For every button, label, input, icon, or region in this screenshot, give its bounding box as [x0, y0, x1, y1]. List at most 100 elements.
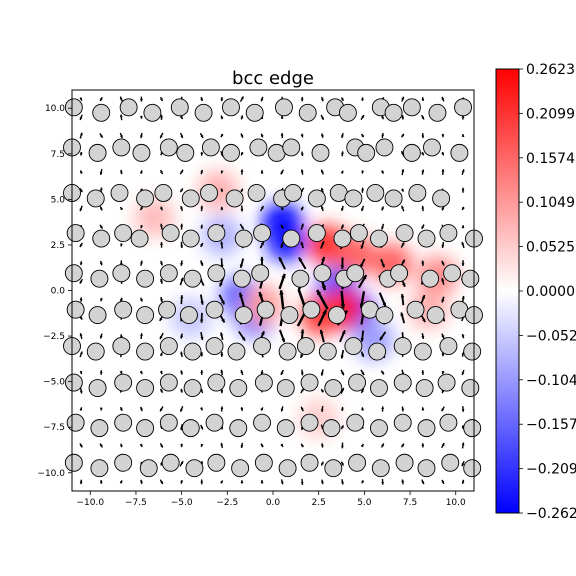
arrow-head: [379, 336, 383, 341]
arrow-head: [280, 133, 284, 136]
arrow-head: [341, 330, 346, 335]
atom: [183, 342, 202, 361]
arrow-head: [300, 388, 304, 392]
arrow-head: [99, 262, 103, 266]
arrow-head: [421, 205, 425, 209]
atom: [253, 337, 271, 356]
atom: [256, 300, 275, 319]
atom: [88, 379, 107, 397]
arrow-head: [200, 242, 203, 247]
arrow-head: [220, 480, 223, 484]
arrow-head: [381, 406, 385, 410]
arrow-head: [160, 171, 163, 175]
atom: [159, 337, 178, 356]
arrow-head: [260, 133, 264, 137]
atom: [136, 189, 155, 208]
arrow-head: [381, 443, 384, 447]
arrow-head: [461, 115, 465, 118]
arrow-head: [140, 297, 144, 301]
y-tick-label: 10.0: [45, 104, 65, 114]
atom-layer: [63, 98, 483, 478]
x-tick-label: −7.5: [125, 498, 147, 508]
atom: [181, 189, 200, 208]
arrow-head: [260, 241, 264, 246]
arrow-head: [360, 443, 364, 447]
x-axis: −10.0 −7.5 −5.0 −2.5 0.0 2.5 5.0 7.5 10.0: [76, 491, 466, 508]
atom: [114, 413, 133, 432]
atom: [280, 306, 299, 325]
arrow-head: [361, 407, 365, 411]
arrow-head: [441, 408, 445, 412]
atom: [90, 269, 109, 288]
arrow-head: [319, 329, 324, 334]
atom: [110, 184, 129, 202]
atom: [333, 229, 352, 248]
arrow-head: [301, 443, 304, 447]
arrow-head: [260, 480, 264, 483]
atom: [245, 103, 264, 122]
arrow-head: [79, 189, 83, 193]
atom: [463, 342, 482, 361]
arrow-head: [441, 152, 444, 156]
arrow-head: [300, 241, 304, 246]
arrow-head: [239, 292, 243, 297]
arrow-head: [139, 170, 143, 174]
atom: [390, 264, 409, 283]
arrow-head: [400, 188, 404, 192]
arrow-head: [99, 407, 103, 411]
arrow-head: [300, 372, 304, 376]
arrow-head: [239, 264, 244, 268]
arrow-head: [322, 309, 327, 315]
arrow-head: [160, 152, 164, 156]
atom: [426, 306, 445, 325]
atom: [159, 413, 178, 432]
arrow-head: [180, 444, 184, 448]
arrow-head: [441, 299, 445, 303]
atom: [179, 306, 198, 325]
colorbar-tick-label: 0.0525: [526, 240, 575, 256]
arrow-head: [441, 318, 445, 322]
arrow-head: [361, 133, 365, 137]
arrow-head: [119, 114, 123, 118]
arrow-head: [280, 443, 283, 447]
arrow-head: [320, 372, 324, 376]
arrow-head: [240, 445, 244, 448]
atom: [322, 419, 341, 438]
atom: [227, 342, 246, 361]
arrow-head: [180, 335, 184, 339]
atom: [393, 337, 412, 356]
arrow-head: [99, 444, 103, 448]
atom: [296, 337, 315, 356]
atom: [254, 453, 273, 472]
arrow-head: [361, 389, 364, 393]
arrow-head: [160, 481, 163, 485]
arrow-head: [120, 443, 123, 447]
arrow-head: [461, 463, 465, 467]
arrow-head: [362, 275, 367, 280]
atom: [205, 300, 224, 319]
arrow-head: [381, 133, 385, 136]
arrow-head: [79, 261, 83, 265]
x-tick-label: 7.5: [403, 498, 417, 508]
atom: [185, 459, 204, 478]
arrow-head: [79, 116, 83, 120]
arrow-head: [260, 407, 263, 411]
arrow-head: [400, 312, 404, 317]
atom: [86, 189, 105, 208]
atom: [428, 103, 447, 122]
atom: [437, 373, 456, 392]
colorbar-tick-label: −0.2623: [526, 506, 576, 522]
arrow-head: [441, 134, 445, 138]
arrow-head: [140, 406, 143, 410]
arrow-head: [160, 389, 163, 393]
atom: [307, 189, 326, 208]
atom: [417, 459, 436, 478]
arrow-head: [300, 482, 304, 485]
arrow-head: [261, 443, 264, 447]
arrow-head: [321, 256, 325, 261]
arrow-head: [461, 372, 465, 375]
arrow-head: [421, 295, 426, 299]
arrow-head: [461, 187, 465, 191]
arrow-head: [119, 297, 123, 301]
arrow-head: [140, 225, 144, 229]
